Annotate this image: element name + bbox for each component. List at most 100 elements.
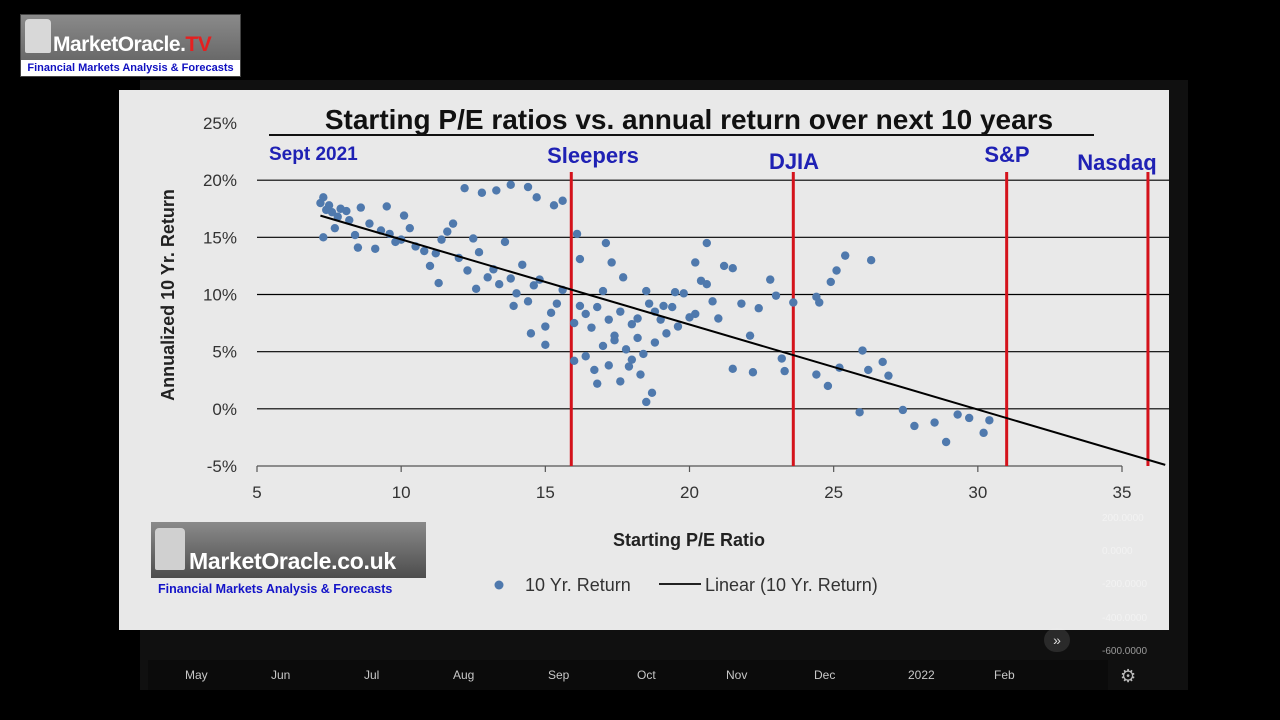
data-point [607, 258, 616, 267]
y-tick-label: 15% [203, 228, 237, 247]
data-point [598, 341, 608, 351]
gear-icon[interactable]: ⚙ [1120, 666, 1137, 686]
data-point [434, 278, 443, 288]
data-point [702, 280, 711, 289]
data-point [644, 299, 654, 308]
data-point [737, 299, 746, 308]
marketoracle-tv-logo: MarketOracle.TV Financial Markets Analys… [20, 14, 241, 77]
x-tick-label: 35 [1113, 483, 1132, 502]
time-axis-labels: May Jun Jul Aug Sep Oct Nov Dec 2022 Feb [0, 668, 1280, 688]
y-tick-label: 20% [203, 171, 237, 190]
data-point [532, 193, 541, 202]
data-point [624, 362, 634, 371]
data-point [633, 314, 642, 323]
legend-label: Linear (10 Yr. Return) [705, 575, 878, 595]
data-point [319, 233, 328, 242]
data-point [728, 264, 737, 273]
data-point [633, 333, 642, 343]
x-axis-label: Starting P/E Ratio [613, 530, 765, 550]
data-point [953, 410, 962, 419]
data-point [569, 356, 579, 366]
data-point [754, 304, 763, 313]
data-point [601, 238, 611, 248]
data-point [523, 182, 533, 192]
data-point [371, 244, 380, 253]
data-point [777, 354, 786, 363]
logo-brand: MarketOracle.TV [53, 33, 212, 57]
data-point [572, 229, 582, 239]
data-point [512, 289, 521, 298]
data-point [463, 266, 472, 275]
marker-label: Sleepers [547, 143, 639, 168]
data-point [526, 329, 536, 338]
data-point [437, 235, 446, 244]
data-point [575, 301, 585, 311]
data-point [587, 323, 596, 332]
annotation-text: Sept 2021 [269, 144, 358, 165]
data-point [541, 322, 550, 331]
data-point [910, 421, 919, 431]
marketoracle-couk-logo: MarketOracle.co.uk Financial Markets Ana… [151, 522, 426, 598]
x-tick-label: 15 [536, 483, 555, 502]
scatter-chart: 25% 20% 15% 10% 5% 0% -5% 5 10 15 20 25 30 35 Starting… [158, 104, 1169, 595]
data-point [593, 379, 602, 388]
data-point [691, 258, 700, 267]
data-point [930, 418, 939, 427]
month-label: Jul [364, 668, 380, 682]
data-point [356, 203, 365, 212]
data-point [771, 291, 781, 300]
data-point [581, 309, 590, 319]
data-point [590, 365, 599, 375]
data-point [668, 302, 677, 312]
data-point [471, 284, 481, 293]
trend-line [320, 214, 1166, 466]
data-point [841, 251, 850, 260]
data-point [728, 364, 737, 374]
data-point [549, 201, 559, 210]
data-point [627, 355, 637, 364]
logo-brand-text: MarketOracle. [53, 33, 186, 56]
month-label: Feb [994, 668, 1015, 682]
data-point [670, 288, 680, 297]
data-point [616, 307, 625, 316]
data-point [702, 238, 711, 248]
data-point [748, 368, 758, 377]
x-tick-label: 20 [680, 483, 699, 502]
data-point [558, 196, 567, 205]
data-point [350, 230, 360, 240]
y-axis-label: Annualized 10 Yr. Return [158, 189, 178, 401]
data-point [506, 274, 515, 283]
data-point [495, 280, 504, 289]
y-tick-label: 10% [203, 286, 237, 305]
data-point [552, 299, 562, 308]
data-point [483, 273, 492, 282]
scroll-right-button[interactable]: » [1044, 628, 1070, 652]
data-point [327, 207, 337, 217]
data-point [342, 206, 351, 216]
chart-title: Starting P/E ratios vs. annual return ov… [325, 104, 1053, 135]
y-tick-label: 5% [212, 343, 237, 362]
data-point [866, 256, 876, 265]
data-point [509, 301, 518, 311]
data-point [382, 202, 391, 211]
data-point [598, 286, 608, 296]
data-point [719, 261, 729, 271]
data-point [985, 416, 994, 425]
month-label: Oct [637, 668, 656, 682]
data-point [789, 298, 798, 307]
data-point [878, 357, 887, 367]
price-scale-label: -600.0000 [1102, 646, 1148, 657]
data-point [647, 388, 657, 398]
data-point [832, 266, 841, 275]
data-point [639, 349, 648, 359]
x-tick-label: 25 [824, 483, 843, 502]
data-point [477, 188, 487, 197]
data-point [979, 428, 988, 438]
y-tick-label: 0% [212, 400, 237, 419]
data-point [506, 180, 515, 189]
data-point [604, 315, 613, 324]
data-point [474, 247, 484, 257]
data-point [855, 408, 864, 417]
month-label: Aug [453, 668, 475, 682]
data-point [469, 234, 478, 243]
